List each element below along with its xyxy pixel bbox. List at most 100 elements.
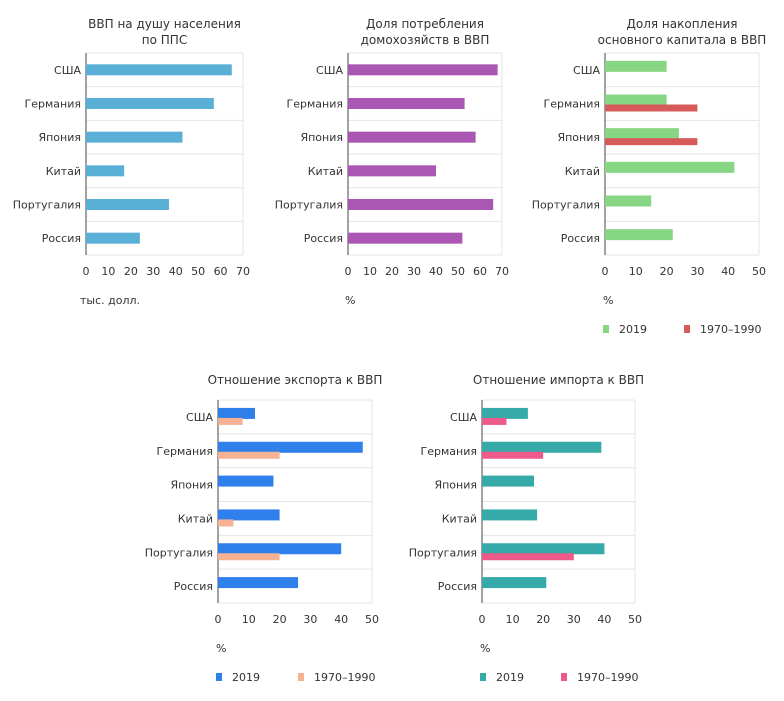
bar-primary <box>348 232 463 244</box>
x-tick-label: 70 <box>236 265 250 278</box>
category-label: США <box>316 64 343 77</box>
category-label: Россия <box>304 232 343 245</box>
x-tick-label: 30 <box>407 265 421 278</box>
x-tick-label: 20 <box>124 265 138 278</box>
x-tick-label: 20 <box>273 613 287 626</box>
bar-primary <box>218 407 255 419</box>
x-tick-label: 40 <box>429 265 443 278</box>
category-label: Германия <box>421 445 477 458</box>
x-tick-label: 20 <box>660 265 674 278</box>
x-tick-label: 0 <box>345 265 352 278</box>
x-tick-label: 70 <box>495 265 509 278</box>
chart-title: Отношение экспорта к ВВП <box>208 373 383 387</box>
bar-secondary <box>218 553 280 561</box>
bar-primary <box>482 543 605 555</box>
bar-secondary <box>218 417 243 425</box>
category-label: Китай <box>565 165 600 178</box>
bar-primary <box>605 60 667 72</box>
x-tick-label: 40 <box>721 265 735 278</box>
x-tick-label: 50 <box>752 265 766 278</box>
chart-consumption: Доля потребления домохозяйств в ВВП США Гер… <box>275 17 509 307</box>
category-label: Португалия <box>145 546 213 559</box>
bar-primary <box>86 64 232 76</box>
category-label: Португалия <box>13 199 81 212</box>
unit-label: % <box>480 642 490 655</box>
bar-primary <box>482 441 602 453</box>
x-tick-label: 40 <box>334 613 348 626</box>
legend-label: 1970–1990 <box>314 671 376 684</box>
chart-title: Доля потребления <box>366 17 484 31</box>
category-label: Китай <box>178 512 213 525</box>
category-label: Германия <box>25 98 81 111</box>
x-tick-label: 30 <box>567 613 581 626</box>
bar-primary <box>605 94 667 106</box>
bar-secondary <box>482 553 574 561</box>
x-tick-label: 40 <box>597 613 611 626</box>
x-tick-label: 60 <box>473 265 487 278</box>
bar-primary <box>218 509 280 521</box>
category-label: Германия <box>287 98 343 111</box>
category-label: Россия <box>438 580 477 593</box>
bar-primary <box>605 195 652 207</box>
category-label: Португалия <box>532 199 600 212</box>
legend-swatch <box>216 673 222 681</box>
category-label: Китай <box>442 512 477 525</box>
category-label: Япония <box>434 479 477 492</box>
legend-label: 1970–1990 <box>577 671 639 684</box>
x-tick-label: 0 <box>83 265 90 278</box>
bar-primary <box>482 509 538 521</box>
x-tick-label: 30 <box>690 265 704 278</box>
category-label: Япония <box>300 131 343 144</box>
bar-primary <box>605 128 679 140</box>
legend-swatch <box>480 673 486 681</box>
legend-label: 2019 <box>232 671 260 684</box>
category-label: США <box>186 411 213 424</box>
bar-primary <box>348 199 494 210</box>
legend-swatch <box>298 673 304 681</box>
bar-primary <box>86 165 125 177</box>
legend-label: 2019 <box>496 671 524 684</box>
x-tick-label: 30 <box>303 613 317 626</box>
bar-primary <box>218 475 274 487</box>
legend-swatch <box>684 325 690 333</box>
bar-secondary <box>482 417 507 425</box>
bar-primary <box>86 232 140 244</box>
bar-secondary <box>605 104 698 112</box>
x-tick-label: 10 <box>363 265 377 278</box>
bar-primary <box>482 475 535 487</box>
category-label: Япония <box>557 131 600 144</box>
x-tick-label: 0 <box>215 613 222 626</box>
bar-primary <box>605 229 673 241</box>
bar-primary <box>482 407 528 419</box>
x-tick-label: 20 <box>536 613 550 626</box>
bar-secondary <box>482 451 544 459</box>
bar-primary <box>86 98 214 109</box>
chart-title: домохозяйств в ВВП <box>361 33 490 47</box>
chart-capital: Доля накопления основного капитала в ВВП С… <box>532 17 767 336</box>
legend-label: 2019 <box>619 323 647 336</box>
category-label: Португалия <box>275 199 343 212</box>
unit-label: % <box>345 294 355 307</box>
x-tick-label: 10 <box>101 265 115 278</box>
category-label: Россия <box>42 232 81 245</box>
x-tick-label: 60 <box>214 265 228 278</box>
unit-label: % <box>216 642 226 655</box>
category-label: США <box>573 64 600 77</box>
bar-secondary <box>605 138 698 146</box>
bar-primary <box>218 577 299 589</box>
chart-title: Доля накопления <box>627 17 738 31</box>
chart-title: ВВП на душу населения <box>88 17 241 31</box>
x-tick-label: 10 <box>506 613 520 626</box>
bar-primary <box>218 543 342 555</box>
x-tick-label: 50 <box>191 265 205 278</box>
bar-primary <box>348 64 498 76</box>
category-label: Китай <box>308 165 343 178</box>
legend-label: 1970–1990 <box>700 323 762 336</box>
bar-primary <box>605 161 735 173</box>
chart-import: Отношение импорта к ВВП США Германия Япония… <box>409 373 644 684</box>
chart-title: по ППС <box>142 33 187 47</box>
x-tick-label: 0 <box>602 265 609 278</box>
bar-secondary <box>218 451 280 459</box>
category-label: Китай <box>46 165 81 178</box>
